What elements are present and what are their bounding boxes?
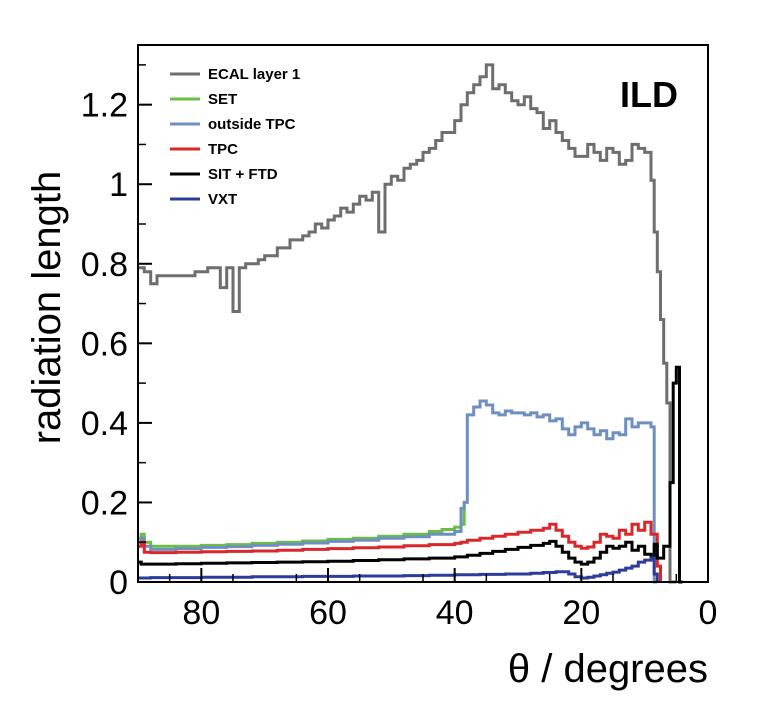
series-layer [138,63,683,584]
legend-label: ECAL layer 1 [208,66,300,83]
y-tick-label: 1 [109,166,128,204]
x-tick-label: 60 [309,594,347,632]
y-tick-label: 0.8 [81,246,128,284]
legend-label: SIT + FTD [208,166,278,183]
x-tick-label: 80 [182,594,220,632]
y-tick-label: 0 [109,564,128,602]
legend-label: VXT [208,191,237,208]
x-axis-title: θ / degrees [508,647,708,691]
y-tick-label: 0.4 [81,405,128,443]
legend-label: TPC [208,141,238,158]
y-axis-title: radiation length [25,171,69,445]
x-tick-label: 40 [436,594,474,632]
series-line-tpc [138,520,662,582]
x-tick-label: 20 [562,594,600,632]
y-tick-label: 0.2 [81,484,128,522]
y-tick-label: 1.2 [81,87,128,125]
y-tick-label: 0.6 [81,325,128,363]
series-line-vxt [138,556,659,582]
ild-tag: ILD [620,74,678,115]
series-line-ecal-layer-1 [138,63,677,584]
series-line-outside-tpc [138,399,658,584]
legend-label: SET [208,91,237,108]
tick-layer: 80 60 40 20 0 0 0.2 0.4 0.6 0.8 1 1.2 [81,64,718,632]
legend-label: outside TPC [208,116,296,133]
x-tick-label: 0 [699,594,718,632]
legend: ECAL layer 1 SET outside TPC TPC SIT + FTD VX… [170,66,300,208]
